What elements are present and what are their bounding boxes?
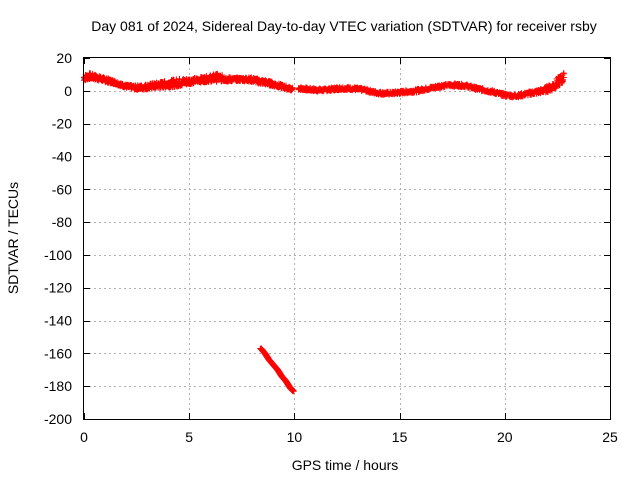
axis-ticks	[84, 58, 611, 420]
y-tick-label: -40	[52, 148, 72, 164]
y-tick-label: -100	[44, 247, 72, 263]
x-tick-label: 20	[497, 429, 513, 445]
x-tick-label: 10	[287, 429, 303, 445]
data-point	[219, 72, 226, 79]
y-tick-label: -120	[44, 280, 72, 296]
y-tick-label: -140	[44, 313, 72, 329]
x-axis-label: GPS time / hours	[292, 457, 399, 473]
plot-frame	[83, 57, 611, 420]
data-series	[81, 70, 567, 395]
y-tick-label: -160	[44, 345, 72, 361]
y-tick-label: -60	[52, 181, 72, 197]
x-tick-label: 15	[392, 429, 408, 445]
x-tick-label: 5	[185, 429, 193, 445]
y-tick-label: -200	[44, 411, 72, 427]
y-tick-label: 20	[56, 50, 72, 66]
y-tick-label: -20	[52, 116, 72, 132]
x-tick-label: 25	[602, 429, 618, 445]
grid-lines	[84, 58, 610, 419]
chart-title: Day 081 of 2024, Sidereal Day-to-day VTE…	[91, 18, 597, 34]
y-axis-label: SDTVAR / TECUs	[5, 182, 21, 294]
y-tick-label: -80	[52, 214, 72, 230]
series-sdtvar-outlier-segment	[257, 345, 297, 395]
series-sdtvar-segment-2	[295, 70, 567, 101]
data-point	[290, 388, 297, 395]
data-point	[289, 84, 296, 91]
series-sdtvar-main	[81, 70, 296, 94]
y-tick-labels: 20 0 -20 -40 -60 -80 -100 -120 -140 -160 -180 -200	[44, 50, 72, 427]
x-tick-labels: 0 5 10 15 20 25	[80, 429, 618, 445]
x-tick-label: 0	[80, 429, 88, 445]
y-tick-label: -180	[44, 378, 72, 394]
data-point	[560, 70, 567, 77]
y-tick-label: 0	[64, 83, 72, 99]
